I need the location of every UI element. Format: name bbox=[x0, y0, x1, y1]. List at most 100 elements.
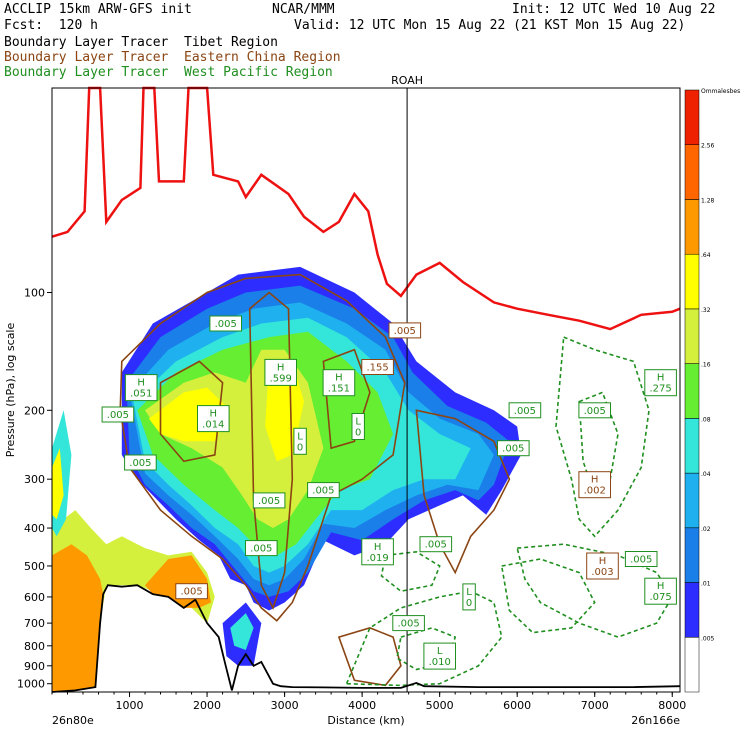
y-tick-label: 700 bbox=[24, 617, 45, 630]
colorbar-label-2: .02 bbox=[701, 526, 711, 533]
contour-label-11: .005 bbox=[307, 482, 340, 499]
x-start-label: 26n80e bbox=[52, 714, 94, 727]
contour-label-2: H.051 bbox=[124, 374, 158, 402]
contour-line-9 bbox=[345, 590, 503, 687]
contour-label-text: L bbox=[297, 431, 303, 442]
tropopause-line bbox=[51, 86, 681, 331]
contour-label-text: 0 bbox=[355, 428, 361, 439]
contour-label-9: .005 bbox=[252, 492, 286, 509]
contour-label-text: H bbox=[335, 373, 343, 384]
contour-label-text: .003 bbox=[591, 567, 613, 578]
plot-frame bbox=[51, 87, 681, 693]
contour-line-8 bbox=[516, 543, 674, 638]
header-init: Init: 12 UTC Wed 10 Aug 22 bbox=[512, 2, 716, 17]
contour-label-text: L bbox=[355, 417, 361, 428]
colorbar-swatch-0 bbox=[684, 637, 700, 693]
contour-label-text: .075 bbox=[649, 592, 671, 603]
colorbar-swatch-4 bbox=[684, 418, 700, 474]
colorbar-label-5: .16 bbox=[701, 362, 711, 369]
colorbar-swatch-8 bbox=[684, 199, 700, 255]
axes: 1000 2000 3000 4000 5000 6000 7000 800010020030… bbox=[17, 287, 686, 712]
x-end-label: 26n166e bbox=[631, 714, 680, 727]
contour-line-1 bbox=[248, 291, 294, 610]
contour-label-13: .005 bbox=[388, 322, 422, 339]
x-tick-label: 7000 bbox=[581, 699, 609, 712]
contour-label-24: H.075 bbox=[644, 577, 677, 605]
contour-label-text: H bbox=[591, 475, 599, 486]
contour-label-box bbox=[101, 406, 135, 423]
valley-plume-core bbox=[230, 613, 254, 650]
contour-label-box bbox=[419, 536, 453, 553]
contour-label-26: .005 bbox=[392, 615, 425, 632]
contour-label-text: .014 bbox=[202, 420, 224, 431]
contour-label-box bbox=[124, 454, 157, 471]
contour-label-text: .005 bbox=[502, 444, 524, 455]
contour-label-5: L0 bbox=[293, 427, 307, 455]
legend-tibet: Boundary Layer Tracer Tibet Region bbox=[4, 35, 278, 50]
contour-label-box bbox=[586, 552, 619, 580]
contour-label-text: H bbox=[599, 556, 607, 567]
contour-labels: .005.005H.051H.014H.599L0H.151L0.005.005… bbox=[101, 315, 677, 670]
x-tick-label: 6000 bbox=[503, 699, 531, 712]
contour-label-box bbox=[197, 405, 230, 433]
contour-label-box bbox=[124, 374, 158, 402]
contour-label-15: H.002 bbox=[578, 471, 612, 499]
contour-line-10 bbox=[380, 550, 441, 593]
colorbar-swatch-5 bbox=[684, 363, 700, 419]
contour-label-text: .051 bbox=[130, 389, 152, 400]
contour-label-8: .005 bbox=[101, 406, 135, 423]
colorbar-swatch-2 bbox=[684, 527, 700, 583]
west-edge-core bbox=[52, 448, 64, 520]
contour-label-text: .151 bbox=[328, 384, 350, 395]
contour-label-10: .005 bbox=[245, 540, 278, 557]
tropopause-polyline bbox=[51, 86, 681, 331]
y-tick-label: 500 bbox=[24, 560, 45, 573]
header-org: NCAR/MMM bbox=[272, 2, 335, 17]
terrain-line bbox=[51, 584, 681, 693]
contour-label-box bbox=[351, 413, 365, 440]
contour-label-text: L bbox=[437, 646, 443, 657]
contour-label-box bbox=[423, 642, 456, 670]
y-tick-label: 400 bbox=[24, 522, 45, 535]
colorbar-swatch-6 bbox=[684, 308, 700, 364]
contour-label-text: .005 bbox=[107, 410, 129, 421]
x-tick-label: 3000 bbox=[271, 699, 299, 712]
contour-label-text: .019 bbox=[366, 553, 388, 564]
contour-label-text: .005 bbox=[312, 486, 334, 497]
low-plume-orange bbox=[52, 544, 104, 692]
colorbar-label-0: .005 bbox=[701, 635, 715, 642]
colorbar-label-9: 2.56 bbox=[701, 143, 715, 150]
contour-label-1: .005 bbox=[209, 315, 242, 332]
contour-label-25: L0 bbox=[462, 583, 476, 611]
contour-label-text: H bbox=[657, 581, 665, 592]
contour-label-20: H.275 bbox=[644, 369, 677, 397]
contour-label-text: .010 bbox=[429, 657, 451, 668]
contour-label-text: .005 bbox=[394, 326, 416, 337]
contour-label-text: 0 bbox=[466, 598, 472, 609]
contour-label-17: H.019 bbox=[361, 538, 394, 566]
colorbar-label-1: .01 bbox=[701, 581, 711, 588]
contour-label-22: .005 bbox=[497, 440, 530, 457]
colorbar-label-10: Ommalesbes bbox=[701, 88, 740, 95]
header-valid: Valid: 12 UTC Mon 15 Aug 22 (21 KST Mon … bbox=[294, 18, 686, 33]
contour-label-box bbox=[322, 369, 356, 397]
x-tick-label: 8000 bbox=[658, 699, 686, 712]
contour-label-box bbox=[293, 427, 307, 455]
contour-label-text: 0 bbox=[297, 442, 303, 453]
x-axis-label: Distance (km) bbox=[327, 714, 404, 727]
contour-label-box bbox=[209, 315, 242, 332]
colorbar-swatch-10 bbox=[684, 89, 700, 145]
contour-label-19: .005 bbox=[578, 402, 612, 419]
contour-label-box bbox=[578, 402, 612, 419]
contour-label-box bbox=[361, 538, 394, 566]
contour-label-14: .155 bbox=[361, 359, 394, 375]
contour-label-text: .155 bbox=[366, 363, 388, 374]
terrain-polyline bbox=[51, 584, 681, 693]
contour-label-text: .005 bbox=[425, 540, 447, 551]
contour-label-text: .005 bbox=[129, 458, 151, 469]
contour-label-text: .005 bbox=[180, 587, 202, 598]
contour-line-0 bbox=[119, 273, 406, 622]
contour-label-text: .005 bbox=[514, 406, 536, 417]
contour-label-text: H bbox=[277, 362, 285, 373]
